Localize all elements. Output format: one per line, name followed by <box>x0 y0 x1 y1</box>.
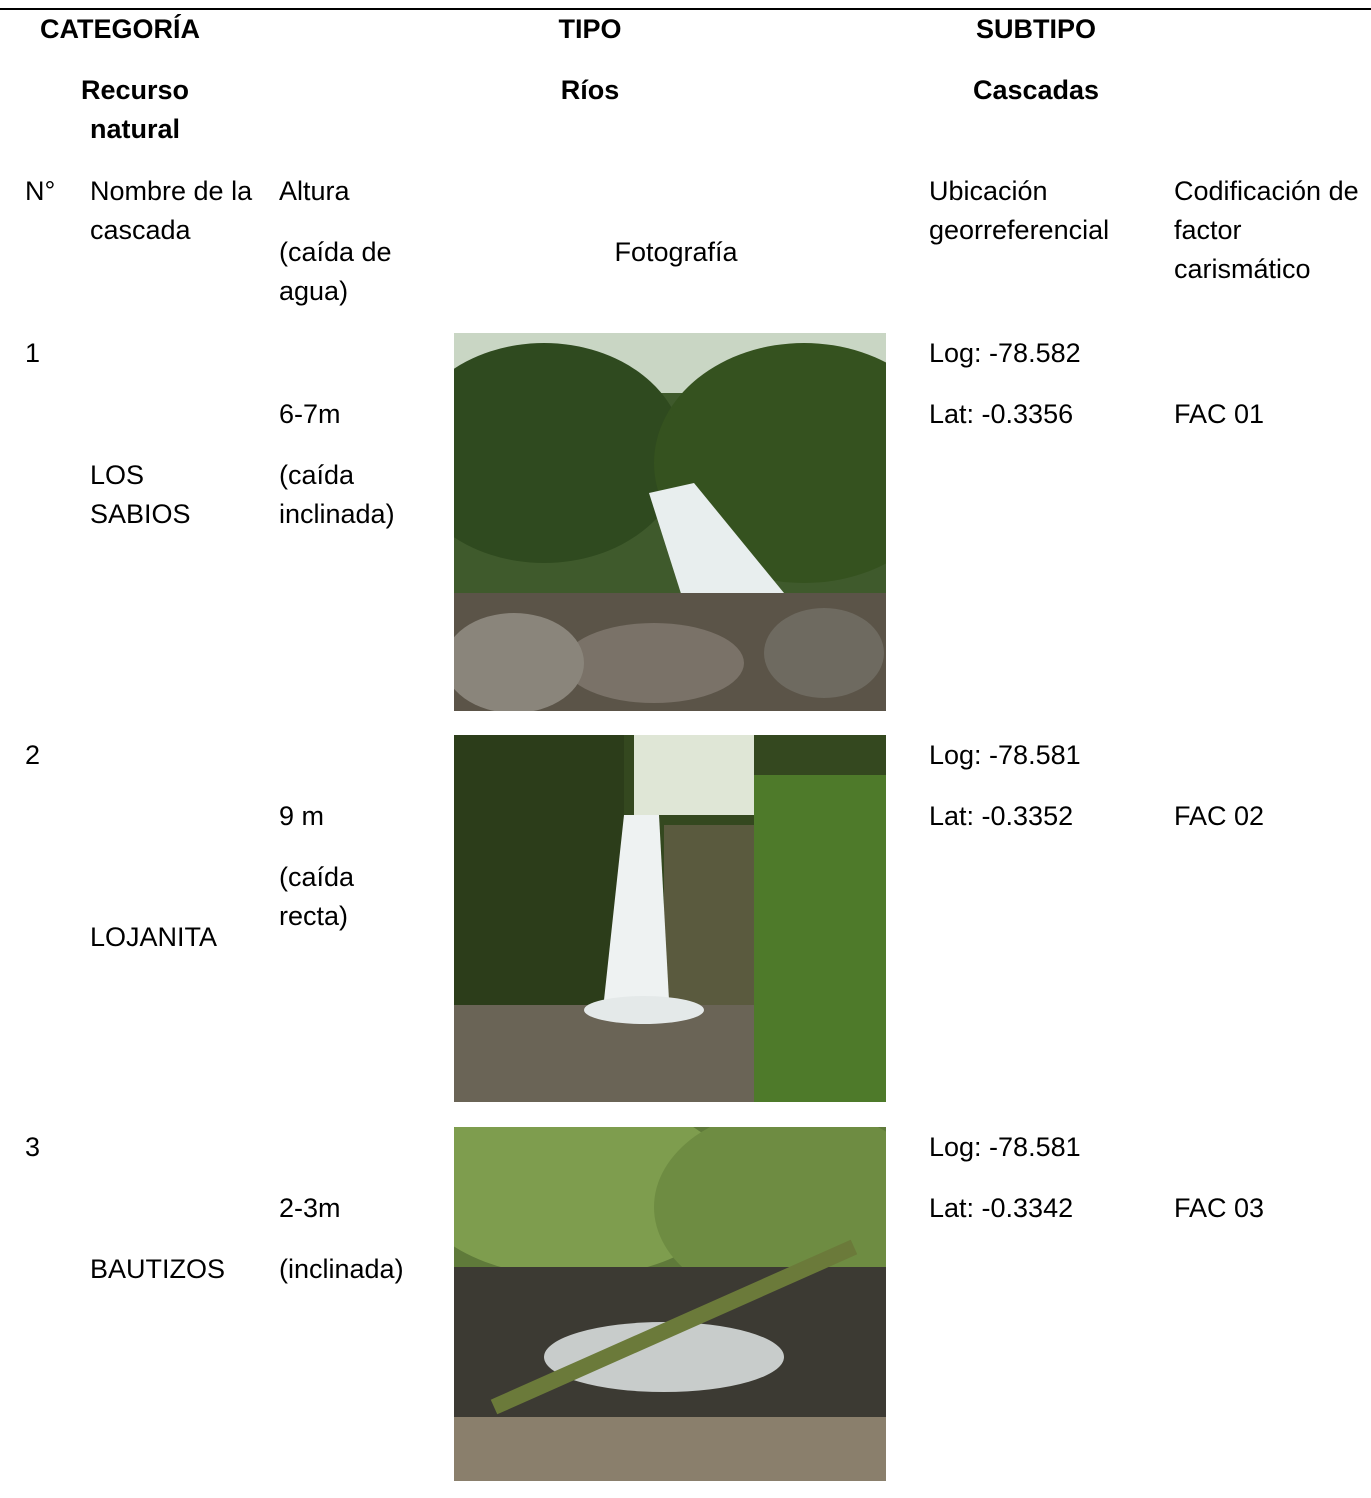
row-code: FAC 01 <box>1174 399 1265 429</box>
row-number: 2 <box>25 740 41 770</box>
row-longitude: Log: -78.581 <box>929 740 1081 770</box>
row-longitude: Log: -78.581 <box>929 1132 1081 1162</box>
row-longitude: Log: -78.582 <box>929 338 1081 368</box>
category: Recurso natural <box>80 75 190 144</box>
photo <box>454 333 886 711</box>
col-location: Ubicación georreferencial <box>929 176 1110 245</box>
col-name: Nombre de la cascada <box>90 176 253 245</box>
type-label: TIPO <box>558 14 622 44</box>
subtype: Cascadas <box>972 75 1100 105</box>
col-height: Altura <box>279 176 350 206</box>
row-latitude: Lat: -0.3342 <box>929 1193 1074 1223</box>
photo <box>454 1127 886 1481</box>
row-height: 9 m <box>279 801 325 831</box>
col-photo: Fotografía <box>614 237 738 267</box>
row-latitude: Lat: -0.3356 <box>929 399 1074 429</box>
row-name: LOJANITA <box>90 922 218 952</box>
row-height-note: (caída recta) <box>279 862 355 931</box>
col-code: Codificación de factor carismático <box>1174 176 1359 284</box>
row-height: 6-7m <box>279 399 341 429</box>
row-code: FAC 03 <box>1174 1193 1265 1223</box>
col-height-note: (caída de agua) <box>279 237 392 306</box>
row-latitude: Lat: -0.3352 <box>929 801 1074 831</box>
row-number: 1 <box>25 338 41 368</box>
row-number: 3 <box>25 1132 41 1162</box>
row-name: LOS SABIOS <box>90 460 191 529</box>
row-name: BAUTIZOS <box>90 1254 226 1284</box>
photo <box>454 735 886 1102</box>
category-label: CATEGORÍA <box>40 14 200 44</box>
top-rule <box>0 8 1371 10</box>
row-height-note: (caída inclinada) <box>279 460 395 529</box>
row-height-note: (inclinada) <box>279 1254 404 1284</box>
subtype-label: SUBTIPO <box>975 14 1096 44</box>
row-height: 2-3m <box>279 1193 341 1223</box>
row-code: FAC 02 <box>1174 801 1265 831</box>
col-number: N° <box>25 176 56 206</box>
type: Ríos <box>560 75 620 105</box>
